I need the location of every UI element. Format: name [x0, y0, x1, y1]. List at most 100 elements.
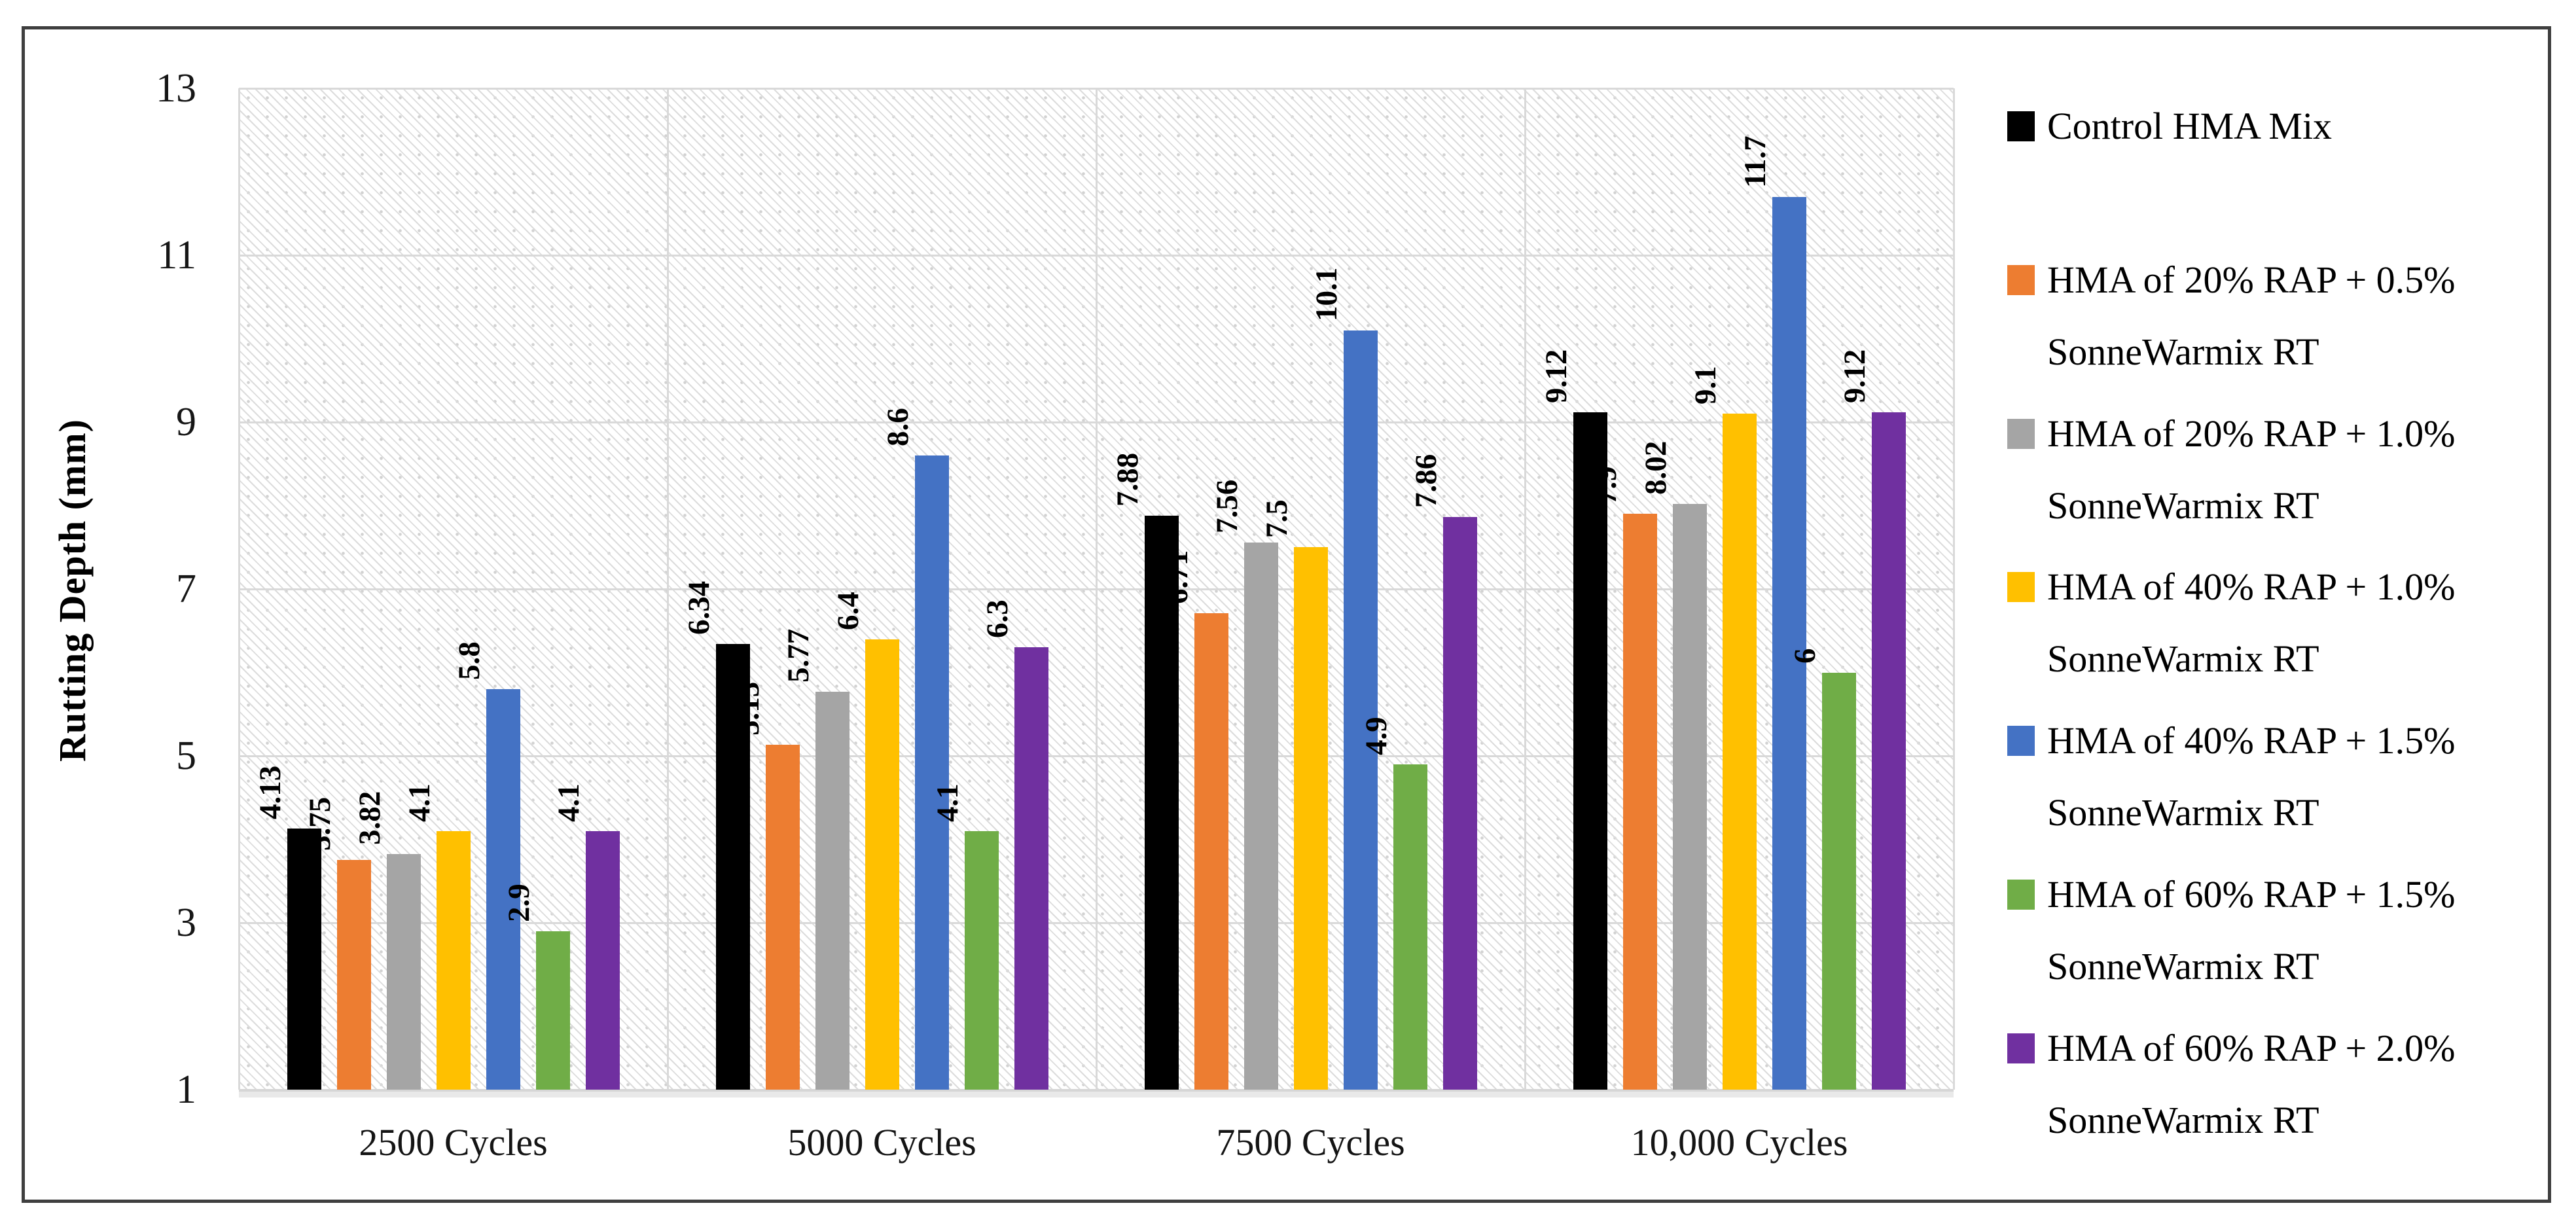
bar-value-label: 4.1 — [930, 783, 965, 822]
bar — [865, 639, 899, 1090]
y-tick-label: 11 — [157, 233, 196, 277]
y-tick-label: 5 — [176, 734, 196, 778]
bar — [1573, 412, 1607, 1090]
gridline-vertical — [1953, 88, 1955, 1090]
legend-label-line: SonneWarmix RT — [2047, 1098, 2319, 1141]
bar-value-label: 9.1 — [1688, 366, 1723, 405]
legend-label-line: SonneWarmix RT — [2047, 330, 2319, 373]
legend-color-swatch — [2007, 264, 2035, 295]
legend-label: HMA of 20% RAP + 1.0% SonneWarmix RT — [2047, 398, 2571, 542]
legend-label: HMA of 40% RAP + 1.0% SonneWarmix RT — [2047, 551, 2571, 695]
legend-label-line: HMA of 40% RAP + 1.0% — [2047, 565, 2456, 609]
y-tick-label: 3 — [176, 901, 196, 945]
x-axis-baseline — [239, 1089, 1954, 1092]
legend-label-line: HMA of 60% RAP + 2.0% — [2047, 1026, 2456, 1069]
bar — [964, 830, 999, 1090]
bar — [287, 828, 321, 1090]
bar-value-label: 3.82 — [352, 791, 387, 846]
bar — [1722, 414, 1757, 1090]
legend-label-line: SonneWarmix RT — [2047, 791, 2319, 834]
legend-color-swatch — [2007, 111, 2035, 141]
bar-value-label: 8.6 — [880, 408, 915, 446]
bar — [1194, 613, 1228, 1090]
bar-value-label: 10.1 — [1309, 267, 1344, 321]
legend-label: HMA of 20% RAP + 0.5% SonneWarmix RT — [2047, 244, 2571, 388]
bar — [765, 745, 800, 1090]
bar-value-label: 9.12 — [1837, 349, 1872, 403]
legend-color-swatch — [2007, 726, 2035, 757]
bar-value-label: 5.77 — [781, 628, 815, 683]
bar-value-label: 7.88 — [1110, 452, 1145, 507]
bar-value-label: 5.8 — [452, 641, 486, 680]
bar — [715, 644, 750, 1090]
bar-value-label: 7.9 — [1588, 466, 1623, 505]
bar — [914, 455, 949, 1090]
legend-color-swatch — [2007, 880, 2035, 910]
bar-value-label: 6 — [1787, 648, 1822, 664]
bar-value-label: 6.3 — [980, 599, 1014, 639]
legend-label-line: HMA of 60% RAP + 1.5% — [2047, 873, 2456, 916]
legend-color-swatch — [2007, 418, 2035, 449]
y-tick-label: 7 — [176, 567, 196, 611]
bar-value-label: 6.4 — [831, 591, 865, 630]
y-tick-label: 13 — [156, 66, 196, 111]
bar-value-label: 8.02 — [1638, 440, 1673, 495]
bar-value-label: 5.13 — [731, 682, 766, 736]
bar — [1144, 515, 1179, 1090]
legend-color-swatch — [2007, 572, 2035, 603]
bar — [1672, 503, 1707, 1090]
plot-bottom-shadow — [239, 1090, 1954, 1097]
bar — [1871, 412, 1906, 1090]
bar-value-label: 2.9 — [501, 883, 536, 922]
bar-value-label: 4.9 — [1359, 717, 1393, 755]
bar-value-label: 6.34 — [681, 580, 716, 635]
legend-label: Control HMA Mix — [2047, 90, 2571, 162]
y-tick-label: 1 — [176, 1067, 196, 1112]
bar — [386, 854, 421, 1090]
gridline-vertical — [1096, 88, 1098, 1090]
legend-label: HMA of 60% RAP + 1.5% SonneWarmix RT — [2047, 859, 2571, 1003]
legend-label-line: Control HMA Mix — [2047, 105, 2333, 147]
gridline-vertical — [1524, 88, 1526, 1090]
bar-value-label: 7.86 — [1408, 454, 1443, 508]
x-category-label: 5000 Cycles — [787, 1121, 976, 1164]
bar-value-label: 7.56 — [1209, 479, 1244, 533]
bar — [535, 931, 570, 1090]
bar — [1343, 330, 1378, 1090]
bar-value-label: 3.75 — [302, 797, 337, 851]
legend-label-line: SonneWarmix RT — [2047, 484, 2319, 527]
gridline-vertical — [667, 88, 669, 1090]
bar-value-label: 6.71 — [1160, 550, 1194, 604]
bar — [336, 860, 371, 1090]
bar — [1243, 542, 1278, 1090]
x-category-label: 10,000 Cycles — [1630, 1121, 1848, 1164]
bar — [486, 689, 520, 1090]
bar — [815, 691, 850, 1090]
bar — [1821, 672, 1856, 1090]
bar — [436, 830, 471, 1090]
bar — [1622, 514, 1657, 1090]
bar-value-label: 4.1 — [551, 783, 586, 822]
bar-value-label: 7.5 — [1259, 499, 1294, 539]
legend-label: HMA of 60% RAP + 2.0% SonneWarmix RT — [2047, 1012, 2571, 1156]
bar — [1014, 647, 1048, 1090]
legend-label-line: SonneWarmix RT — [2047, 637, 2319, 681]
bar-value-label: 11.7 — [1738, 135, 1772, 188]
legend-label-line: HMA of 40% RAP + 1.5% — [2047, 719, 2456, 762]
figure-border — [22, 26, 2551, 1203]
legend-label-line: HMA of 20% RAP + 1.0% — [2047, 412, 2456, 455]
bar-value-label: 9.12 — [1539, 349, 1573, 403]
bar — [1772, 196, 1806, 1090]
bar — [1393, 764, 1427, 1090]
bar-value-label: 4.1 — [402, 783, 437, 822]
bar — [585, 830, 620, 1090]
legend-label-line: SonneWarmix RT — [2047, 945, 2319, 988]
legend-label: HMA of 40% RAP + 1.5% SonneWarmix RT — [2047, 705, 2571, 849]
y-tick-label: 9 — [176, 400, 196, 444]
bar — [1293, 547, 1328, 1090]
x-category-label: 2500 Cycles — [359, 1121, 548, 1164]
legend-color-swatch — [2007, 1033, 2035, 1063]
bar — [1442, 517, 1477, 1090]
x-category-label: 7500 Cycles — [1216, 1121, 1405, 1164]
